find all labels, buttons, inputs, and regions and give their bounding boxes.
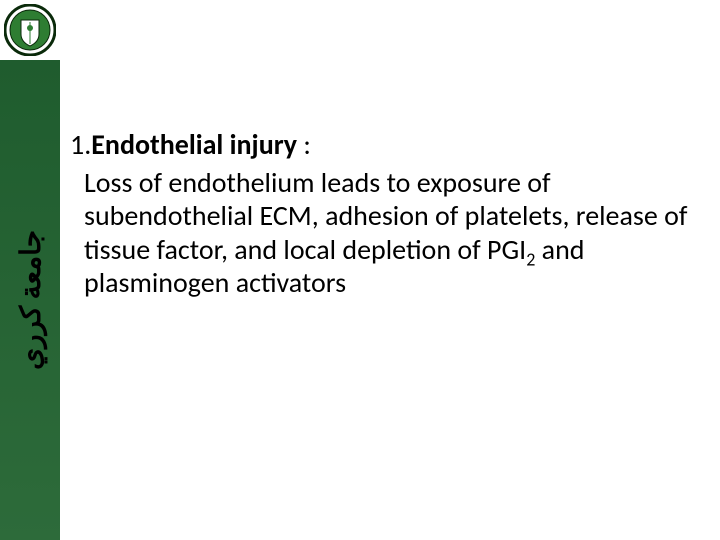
slide-content: 1.Endothelial injury : Loss of endotheli… xyxy=(70,128,700,300)
heading-bold-text: Endothelial injury xyxy=(91,127,297,162)
content-heading: 1.Endothelial injury : xyxy=(70,128,700,162)
university-logo-icon xyxy=(4,4,56,56)
body-text-pre: Loss of endothelium leads to exposure of… xyxy=(84,165,687,267)
sidebar: جامعة كرري xyxy=(0,0,60,540)
content-body: Loss of endothelium leads to exposure of… xyxy=(70,166,700,300)
sidebar-university-name: جامعة كرري xyxy=(6,200,54,400)
university-name-text: جامعة كرري xyxy=(13,230,48,370)
heading-number: 1. xyxy=(70,127,91,162)
logo-area xyxy=(0,0,60,60)
body-subscript: 2 xyxy=(526,248,535,270)
heading-tail: : xyxy=(297,127,311,162)
